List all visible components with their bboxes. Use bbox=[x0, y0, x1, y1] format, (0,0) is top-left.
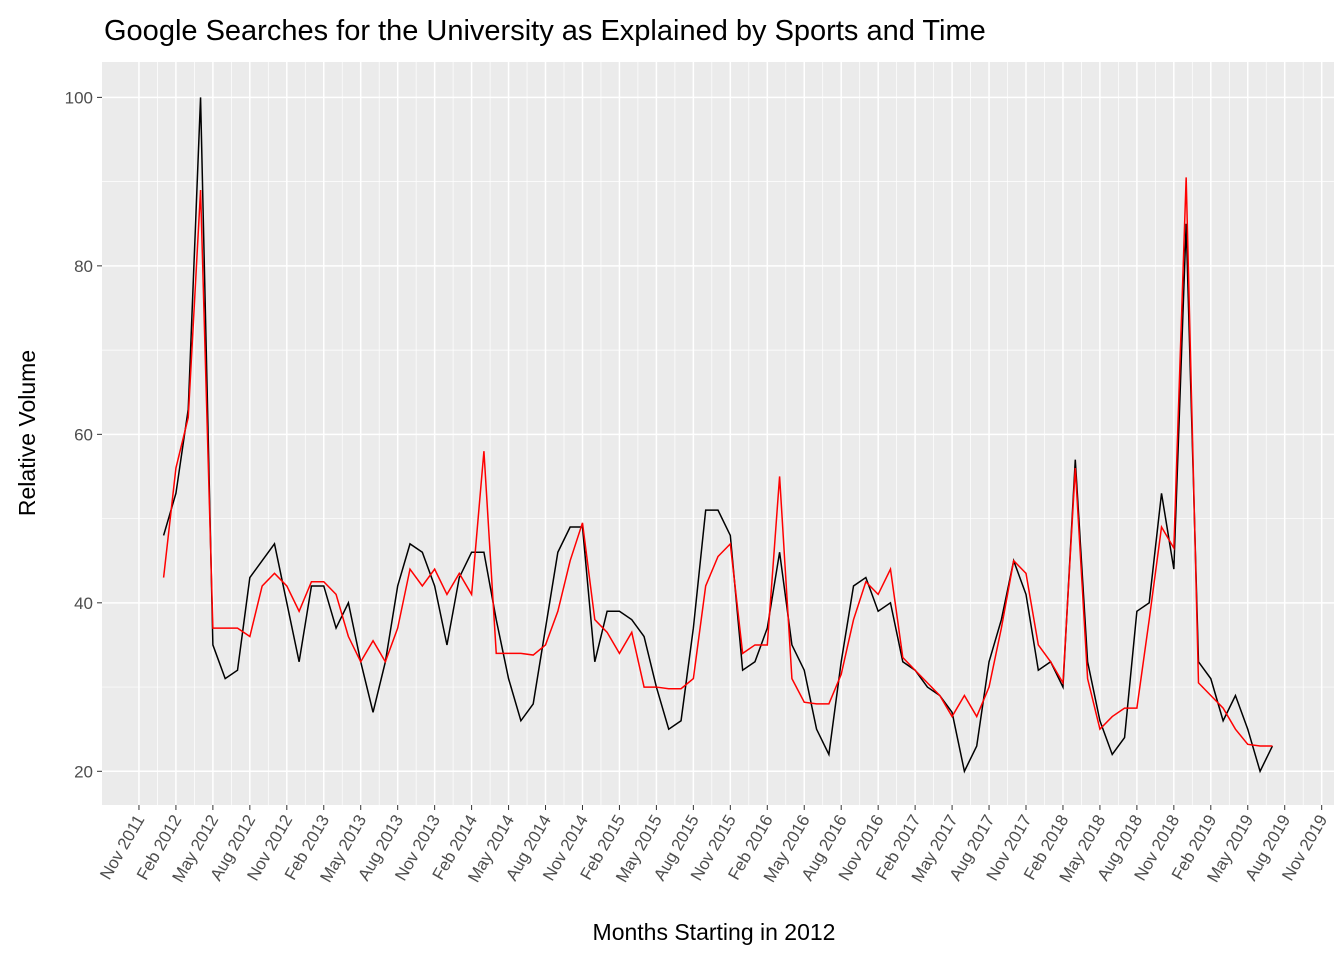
y-axis-label: Relative Volume bbox=[14, 350, 40, 516]
y-tick-label: 40 bbox=[74, 594, 93, 613]
series-line bbox=[162, 97, 1274, 774]
panel bbox=[102, 62, 1334, 805]
chart-title: Google Searches for the University as Ex… bbox=[104, 15, 986, 47]
series-line bbox=[162, 177, 1273, 747]
y-tick-label: 100 bbox=[65, 88, 93, 107]
y-tick-label: 60 bbox=[74, 425, 93, 444]
y-tick-label: 20 bbox=[74, 762, 93, 781]
y-tick-label: 80 bbox=[74, 257, 93, 276]
x-axis-label: Months Starting in 2012 bbox=[593, 919, 836, 945]
